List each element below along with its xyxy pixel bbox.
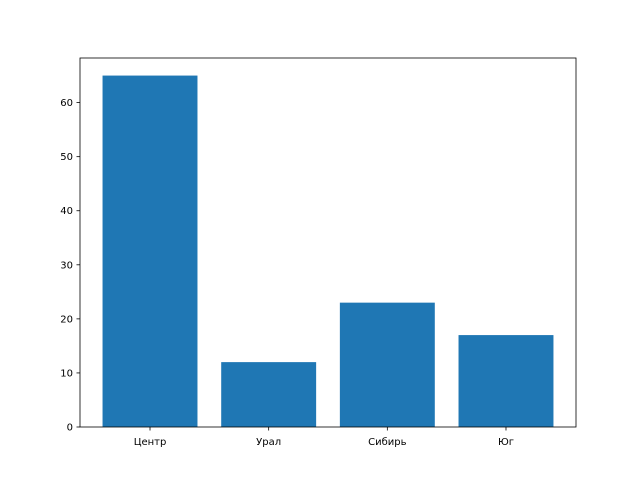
y-tick-label: 0 — [67, 423, 73, 434]
bars — [102, 75, 554, 428]
y-tick-label: 10 — [60, 368, 73, 379]
bar-0 — [102, 75, 198, 428]
y-tick-label: 50 — [60, 152, 73, 163]
bar-3 — [458, 335, 554, 427]
y-tick-label: 30 — [60, 260, 73, 271]
x-tick-label: Сибирь — [368, 437, 406, 448]
x-axis-ticks: Центр Урал Сибирь Юг — [134, 427, 514, 448]
y-tick-label: 60 — [60, 98, 73, 109]
x-tick-label: Урал — [256, 437, 281, 448]
bar-1 — [221, 362, 317, 427]
bar-2 — [339, 302, 435, 427]
axes-frame — [79, 57, 577, 428]
y-tick-label: 40 — [60, 206, 73, 217]
x-tick-label: Юг — [498, 437, 514, 448]
y-tick-label: 20 — [60, 314, 73, 325]
x-tick-label: Центр — [134, 437, 167, 448]
y-axis-ticks: 0 10 20 30 40 50 60 — [60, 98, 80, 434]
